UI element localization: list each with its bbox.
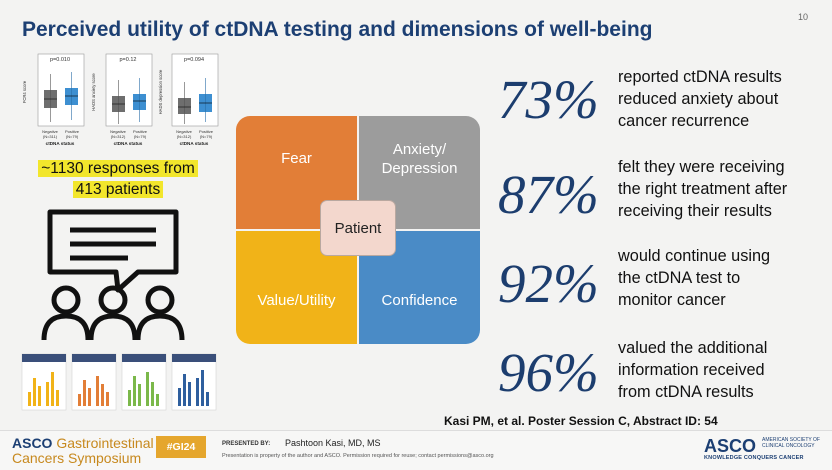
svg-text:p=0.12: p=0.12 xyxy=(120,57,137,63)
svg-text:p=0.094: p=0.094 xyxy=(184,57,204,63)
svg-text:HADS anxiety score: HADS anxiety score xyxy=(91,73,96,111)
svg-text:Positive: Positive xyxy=(65,129,80,134)
svg-text:(N=311): (N=311) xyxy=(43,134,58,139)
stat-text-2: felt they were receiving the right treatm… xyxy=(618,158,788,220)
svg-text:Positive: Positive xyxy=(133,129,148,134)
boxplot-panel: p=0.010 FCR4 score Negative (N=311) Posi… xyxy=(22,53,219,146)
slide-number: 10 xyxy=(797,12,808,22)
wellbeing-quadrant: Fear Anxiety/Depression Value/Utility Co… xyxy=(236,116,480,344)
svg-text:ctDNA status: ctDNA status xyxy=(180,141,209,146)
gi-symposium-logo: ASCO Gastrointestinal Cancers Symposium xyxy=(12,435,154,466)
slide-title: Perceived utility of ctDNA testing and d… xyxy=(22,18,653,41)
boxplot-fcr4: p=0.010 FCR4 score Negative (N=311) Posi… xyxy=(22,53,85,146)
svg-text:HADS depression score: HADS depression score xyxy=(158,69,163,114)
stat-percent-87: 87% xyxy=(498,164,599,225)
stat-text-4: valued the additional information receive… xyxy=(618,339,768,401)
asco-tagline: KNOWLEDGE CONQUERS CANCER xyxy=(704,455,804,461)
svg-text:Negative: Negative xyxy=(176,129,193,134)
responses-highlight: ~1130 responses from 413 patients xyxy=(20,158,216,200)
stat-percent-92: 92% xyxy=(498,253,599,314)
mini-bar-charts xyxy=(21,353,217,411)
svg-text:ctDNA status: ctDNA status xyxy=(114,141,143,146)
svg-text:(N=79): (N=79) xyxy=(200,134,213,139)
pvalue-label: p=0.010 xyxy=(50,57,70,63)
people-speech-icon xyxy=(41,209,185,341)
stat-percent-73: 73% xyxy=(498,69,599,130)
stat-percent-96: 96% xyxy=(498,342,599,403)
svg-text:Negative: Negative xyxy=(42,129,59,134)
asco-logo-subtitle: AMERICAN SOCIETY OF CLINICAL ONCOLOGY xyxy=(762,437,820,449)
y-axis-label: FCR4 score xyxy=(22,80,27,103)
svg-text:Negative: Negative xyxy=(110,129,127,134)
boxplot-hads-depression: p=0.094 HADS depression score Negative (… xyxy=(158,53,219,146)
svg-text:(N=312): (N=312) xyxy=(111,134,126,139)
hashtag-badge: #GI24 xyxy=(156,436,206,458)
boxplot-hads-anxiety: p=0.12 HADS anxiety score Negative (N=31… xyxy=(91,53,153,146)
svg-text:ctDNA status: ctDNA status xyxy=(46,141,75,146)
svg-text:Positive: Positive xyxy=(199,129,214,134)
svg-text:(N=312): (N=312) xyxy=(177,134,192,139)
svg-text:(N=79): (N=79) xyxy=(134,134,147,139)
presented-by-label: PRESENTED BY: xyxy=(222,441,271,447)
asco-logo: ASCO xyxy=(704,436,757,456)
citation: Kasi PM, et al. Poster Session C, Abstra… xyxy=(444,414,718,428)
stat-text-3: would continue using the ctDNA test to mon… xyxy=(618,247,771,309)
disclaimer: Presentation is property of the author a… xyxy=(222,453,494,459)
stat-text-1: reported ctDNA results reduced anxiety ab… xyxy=(618,68,782,130)
patient-center-box: Patient xyxy=(320,200,396,256)
svg-text:(N=79): (N=79) xyxy=(66,134,79,139)
presenter-name: Pashtoon Kasi, MD, MS xyxy=(285,438,381,448)
footer-bar xyxy=(0,430,832,470)
